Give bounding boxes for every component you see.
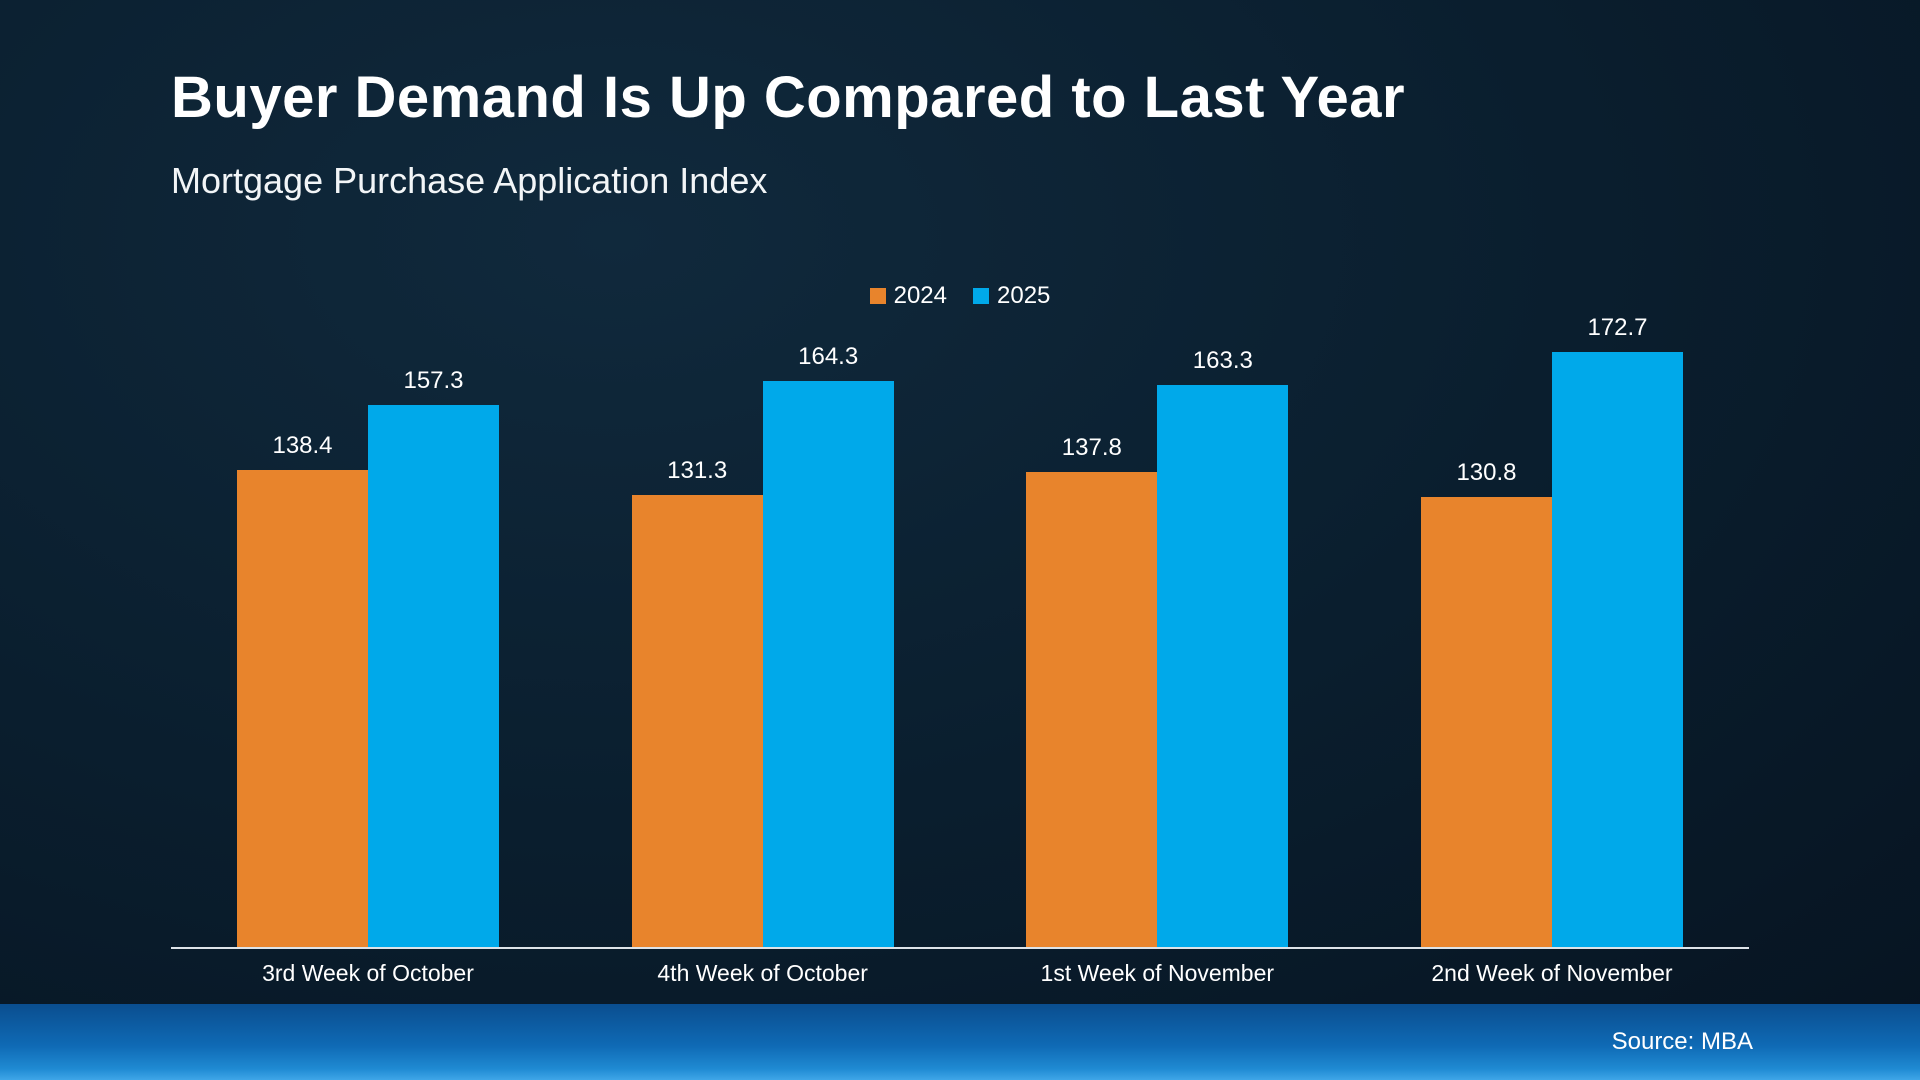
bar-value-label: 130.8	[1456, 458, 1517, 486]
legend-item-2025: 2025	[973, 282, 1050, 310]
bar-value-label: 131.3	[667, 456, 728, 484]
bar-group-0: 138.4 157.3	[237, 367, 499, 947]
x-axis-label-1: 4th Week of October	[657, 960, 868, 986]
bar-value-label: 137.8	[1061, 434, 1122, 462]
x-axis-label-3: 2nd Week of November	[1431, 960, 1673, 986]
bar-group-1: 131.3 164.3	[631, 343, 894, 947]
bar-2025-3: 172.7	[1551, 314, 1683, 947]
legend-series-label: 2024	[893, 282, 947, 309]
bar-2024-1: 131.3	[631, 457, 763, 947]
legend-series-label: 2025	[997, 282, 1051, 309]
legend-item-2024: 2024	[869, 282, 947, 310]
legend-swatch-icon	[869, 288, 886, 304]
bar-value-label: 164.3	[798, 343, 859, 371]
bar-value-label: 163.3	[1192, 346, 1253, 374]
x-axis-labels: 3rd Week of October 4th Week of October 1s…	[171, 960, 1749, 987]
bar-value-label: 138.4	[272, 432, 333, 460]
bar-2024-2: 137.8	[1026, 434, 1158, 947]
x-axis-label-2: 1st Week of November	[1040, 960, 1275, 986]
bar-2025-1: 164.3	[762, 343, 894, 947]
source-label: Source: MBA	[1611, 1028, 1753, 1055]
chart-title: Buyer Demand Is Up Compared to Last Year	[171, 65, 1406, 130]
bar-2024-3: 130.8	[1420, 459, 1552, 947]
bar-value-label: 172.7	[1587, 314, 1648, 342]
legend: 2024 2025	[0, 282, 1920, 310]
bar-group-3: 130.8 172.7	[1420, 314, 1683, 947]
x-axis-label-0: 3rd Week of October	[262, 960, 474, 986]
footer-bar: Source: MBA	[0, 1004, 1920, 1080]
bar-2025-2: 163.3	[1157, 347, 1289, 947]
legend-swatch-icon	[973, 288, 989, 304]
plot-area: 138.4 157.3 131.3 164.3 137.8 163.3 130.8 172.7	[171, 314, 1749, 949]
bar-group-2: 137.8 163.3	[1026, 347, 1289, 947]
chart-subtitle: Mortgage Purchase Application Index	[171, 160, 768, 201]
bar-2025-0: 157.3	[368, 367, 499, 947]
bar-value-label: 157.3	[403, 367, 464, 395]
bar-2024-0: 138.4	[237, 432, 368, 947]
